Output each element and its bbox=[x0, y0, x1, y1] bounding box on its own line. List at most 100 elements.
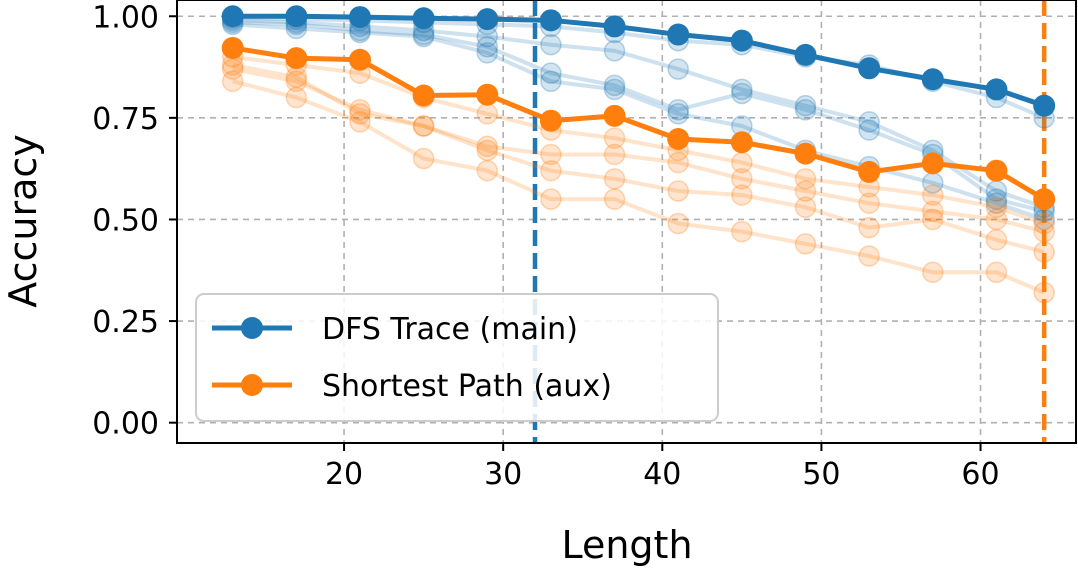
legend-swatch-marker-dfs bbox=[241, 317, 263, 339]
background-run-point bbox=[221, 70, 244, 93]
data-point bbox=[539, 109, 562, 132]
data-point bbox=[985, 159, 1008, 182]
background-run-point bbox=[476, 139, 499, 162]
background-run-line bbox=[232, 63, 1045, 234]
data-point bbox=[348, 6, 371, 29]
background-run-point bbox=[794, 180, 817, 202]
x-axis-label: Length bbox=[561, 523, 692, 567]
background-run-point bbox=[1033, 281, 1055, 304]
background-run-point bbox=[540, 143, 562, 166]
data-point bbox=[794, 43, 817, 66]
axis-ticks: 20 30 40 50 60 0.00 0.25 0.50 0.75 1.00 bbox=[92, 0, 999, 492]
x-tick-label: 20 bbox=[325, 457, 363, 492]
data-point bbox=[730, 131, 753, 154]
legend: DFS Trace (main) Shortest Path (aux) bbox=[195, 293, 719, 422]
legend-label-dfs: DFS Trace (main) bbox=[322, 312, 578, 347]
background-run-point bbox=[603, 143, 626, 166]
x-tick-label: 50 bbox=[802, 457, 840, 492]
data-point bbox=[285, 5, 308, 28]
background-run-point bbox=[985, 188, 1008, 210]
x-tick-label: 40 bbox=[643, 457, 681, 492]
background-run-point bbox=[667, 98, 689, 121]
background-run-point bbox=[858, 111, 880, 133]
background-run-point bbox=[540, 33, 562, 56]
background-run-point bbox=[603, 78, 626, 101]
background-run-point bbox=[412, 25, 435, 48]
background-run-point bbox=[476, 42, 499, 64]
background-run-point bbox=[985, 208, 1008, 231]
x-tick-label: 60 bbox=[961, 457, 999, 492]
background-run-point bbox=[540, 188, 562, 210]
data-point bbox=[667, 127, 690, 150]
background-run-point bbox=[412, 115, 435, 137]
background-run-point bbox=[858, 119, 880, 141]
background-run-point bbox=[731, 220, 753, 243]
data-point bbox=[285, 47, 308, 70]
data-point bbox=[348, 48, 371, 71]
background-run-point bbox=[1033, 220, 1055, 243]
data-point bbox=[476, 83, 499, 106]
background-run-point bbox=[858, 216, 880, 239]
data-point bbox=[1033, 94, 1056, 117]
data-point bbox=[921, 68, 944, 91]
data-point bbox=[921, 152, 944, 175]
background-run-point bbox=[349, 98, 371, 121]
y-axis-label: Accuracy bbox=[1, 134, 45, 308]
data-point bbox=[794, 142, 817, 165]
background-run-point bbox=[667, 103, 689, 125]
background-run-point bbox=[985, 229, 1008, 251]
background-run-point bbox=[922, 261, 944, 284]
data-point bbox=[603, 15, 626, 38]
data-point bbox=[412, 7, 435, 30]
background-run-point bbox=[476, 159, 499, 182]
background-run-point bbox=[285, 70, 308, 93]
background-run-point bbox=[667, 180, 689, 202]
y-tick-label: 0.50 bbox=[92, 203, 159, 238]
background-run-point bbox=[922, 184, 944, 206]
y-tick-label: 1.00 bbox=[92, 0, 159, 35]
background-run-point bbox=[349, 111, 371, 133]
data-point bbox=[476, 8, 499, 31]
data-point bbox=[221, 36, 244, 59]
y-tick-label: 0.25 bbox=[92, 305, 159, 340]
background-run-line bbox=[232, 79, 1045, 295]
data-point bbox=[221, 5, 244, 28]
background-run-point bbox=[603, 40, 626, 62]
background-run-point bbox=[667, 151, 689, 174]
background-run-point bbox=[985, 196, 1008, 219]
background-run-point bbox=[221, 58, 244, 80]
background-run-point bbox=[731, 78, 753, 101]
legend-swatch-marker-shortest bbox=[241, 374, 263, 396]
data-point bbox=[858, 160, 881, 183]
background-run-point bbox=[1033, 212, 1055, 235]
background-run-line bbox=[232, 22, 1045, 222]
grid bbox=[177, 0, 1076, 443]
data-point bbox=[1033, 188, 1056, 211]
background-run-point bbox=[412, 147, 435, 170]
background-run-point bbox=[540, 70, 562, 93]
background-run-point bbox=[731, 168, 753, 190]
data-point bbox=[667, 23, 690, 46]
data-point bbox=[412, 84, 435, 107]
background-run-point bbox=[349, 103, 371, 125]
background-run-line bbox=[232, 54, 1045, 226]
background-run-point bbox=[731, 184, 753, 206]
background-run-line bbox=[232, 67, 1045, 254]
background-run-point bbox=[922, 200, 944, 223]
legend-label-shortest: Shortest Path (aux) bbox=[322, 369, 612, 404]
background-run-point bbox=[540, 159, 562, 182]
background-run-point bbox=[858, 245, 880, 267]
y-tick-label: 0.00 bbox=[92, 407, 159, 442]
background-run-point bbox=[667, 58, 689, 80]
data-point bbox=[603, 104, 626, 127]
background-run-point bbox=[476, 135, 499, 158]
background-run-point bbox=[731, 82, 753, 105]
background-run-point bbox=[476, 103, 499, 125]
background-run-point bbox=[794, 98, 817, 121]
background-run-point bbox=[540, 62, 562, 84]
y-tick-label: 0.75 bbox=[92, 102, 159, 137]
data-point bbox=[539, 9, 562, 32]
background-run-point bbox=[985, 192, 1008, 214]
legend-box bbox=[195, 293, 719, 422]
